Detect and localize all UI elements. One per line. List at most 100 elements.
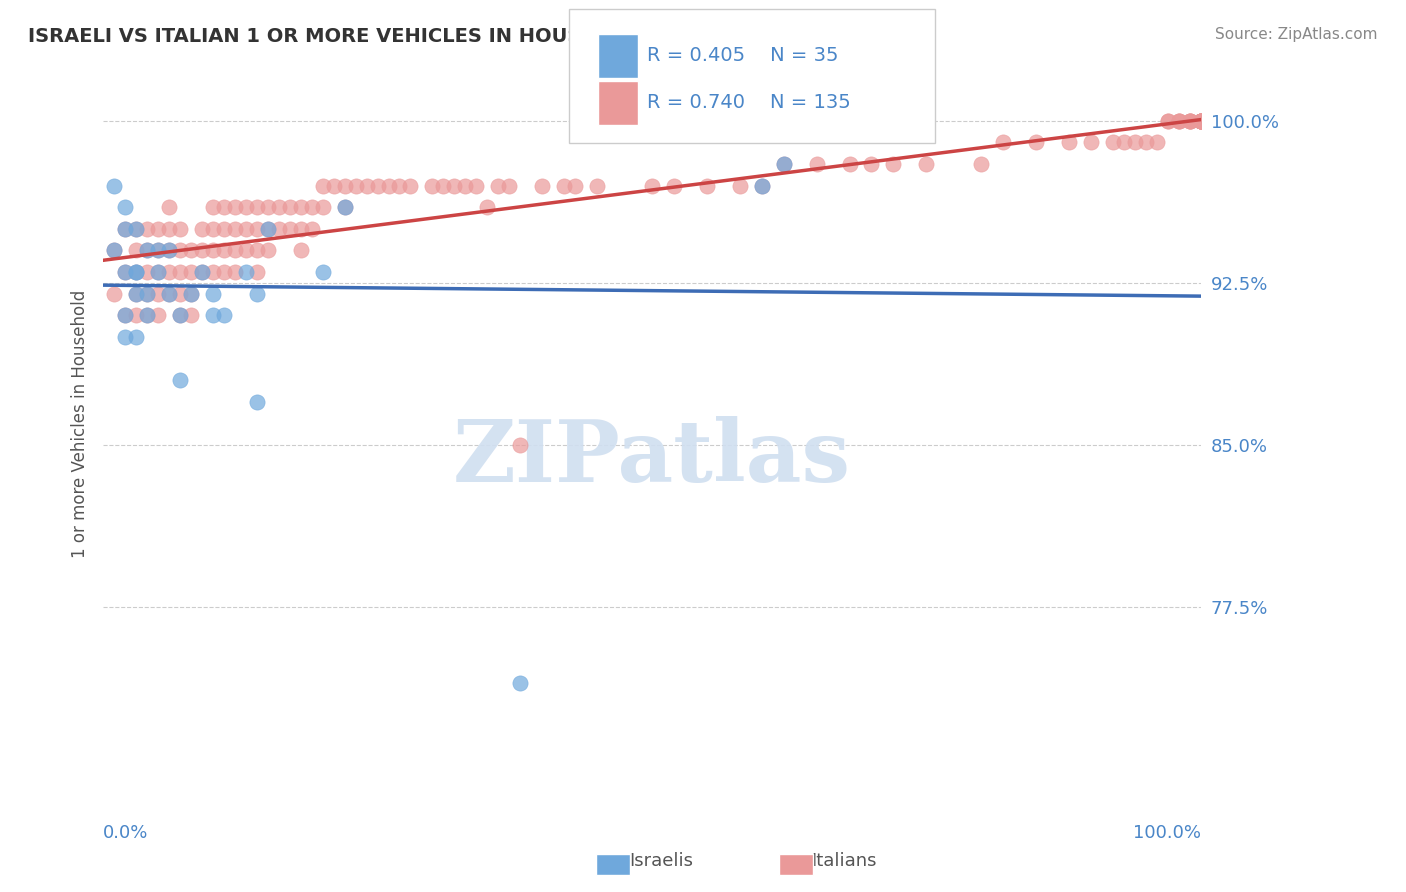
Point: [367, 178, 389, 193]
Point: [146, 244, 169, 258]
Point: [191, 265, 214, 279]
Point: [267, 200, 290, 214]
Point: [136, 265, 159, 279]
Point: [838, 157, 860, 171]
Point: [169, 309, 191, 323]
Text: 100.0%: 100.0%: [1133, 823, 1201, 842]
Point: [212, 222, 235, 236]
Point: [224, 222, 246, 236]
Point: [443, 178, 465, 193]
Point: [290, 244, 312, 258]
Point: [136, 309, 159, 323]
Point: [498, 178, 520, 193]
Point: [970, 157, 993, 171]
Point: [333, 200, 356, 214]
Point: [1189, 113, 1212, 128]
Point: [333, 178, 356, 193]
Point: [399, 178, 422, 193]
Point: [114, 222, 136, 236]
Text: Israelis: Israelis: [628, 852, 693, 870]
Point: [224, 265, 246, 279]
Point: [772, 157, 794, 171]
Point: [180, 286, 202, 301]
Point: [432, 178, 454, 193]
Point: [201, 265, 224, 279]
Point: [1189, 113, 1212, 128]
Point: [201, 286, 224, 301]
Point: [146, 222, 169, 236]
Point: [486, 178, 509, 193]
Point: [157, 286, 180, 301]
Point: [388, 178, 411, 193]
Point: [125, 265, 148, 279]
Point: [301, 200, 323, 214]
Point: [136, 309, 159, 323]
Point: [454, 178, 477, 193]
Point: [1167, 113, 1189, 128]
Point: [322, 178, 344, 193]
Point: [191, 265, 214, 279]
Point: [422, 178, 444, 193]
Point: [1189, 113, 1212, 128]
Point: [136, 222, 159, 236]
Point: [246, 395, 269, 409]
Point: [157, 286, 180, 301]
Point: [1178, 113, 1201, 128]
Point: [1189, 113, 1212, 128]
Point: [235, 222, 257, 236]
Point: [356, 178, 378, 193]
Point: [103, 286, 125, 301]
Point: [169, 265, 191, 279]
Text: ISRAELI VS ITALIAN 1 OR MORE VEHICLES IN HOUSEHOLD CORRELATION CHART: ISRAELI VS ITALIAN 1 OR MORE VEHICLES IN…: [28, 27, 897, 45]
Point: [1135, 136, 1157, 150]
Point: [246, 286, 269, 301]
Point: [1189, 113, 1212, 128]
Point: [311, 265, 333, 279]
Point: [662, 178, 685, 193]
Point: [169, 222, 191, 236]
Point: [278, 200, 301, 214]
Point: [882, 157, 904, 171]
Point: [180, 265, 202, 279]
Point: [103, 244, 125, 258]
Point: [114, 265, 136, 279]
Point: [1157, 113, 1180, 128]
Point: [180, 286, 202, 301]
Point: [1178, 113, 1201, 128]
Point: [1102, 136, 1125, 150]
Point: [344, 178, 367, 193]
Point: [235, 200, 257, 214]
Point: [157, 200, 180, 214]
Point: [201, 244, 224, 258]
Point: [465, 178, 488, 193]
Point: [1189, 113, 1212, 128]
Point: [212, 200, 235, 214]
Point: [169, 244, 191, 258]
Point: [136, 286, 159, 301]
Point: [772, 157, 794, 171]
Point: [256, 222, 278, 236]
Point: [146, 265, 169, 279]
Point: [114, 309, 136, 323]
Point: [509, 438, 531, 452]
Point: [157, 244, 180, 258]
Point: [125, 286, 148, 301]
Point: [377, 178, 399, 193]
Point: [256, 244, 278, 258]
Point: [136, 244, 159, 258]
Point: [169, 373, 191, 387]
Point: [246, 222, 269, 236]
Point: [136, 244, 159, 258]
Text: Italians: Italians: [811, 852, 876, 870]
Point: [201, 309, 224, 323]
Point: [201, 200, 224, 214]
Point: [157, 244, 180, 258]
Point: [146, 309, 169, 323]
Point: [311, 200, 333, 214]
Point: [1025, 136, 1047, 150]
Point: [301, 222, 323, 236]
Point: [1157, 113, 1180, 128]
Point: [235, 265, 257, 279]
Point: [696, 178, 718, 193]
Point: [1178, 113, 1201, 128]
